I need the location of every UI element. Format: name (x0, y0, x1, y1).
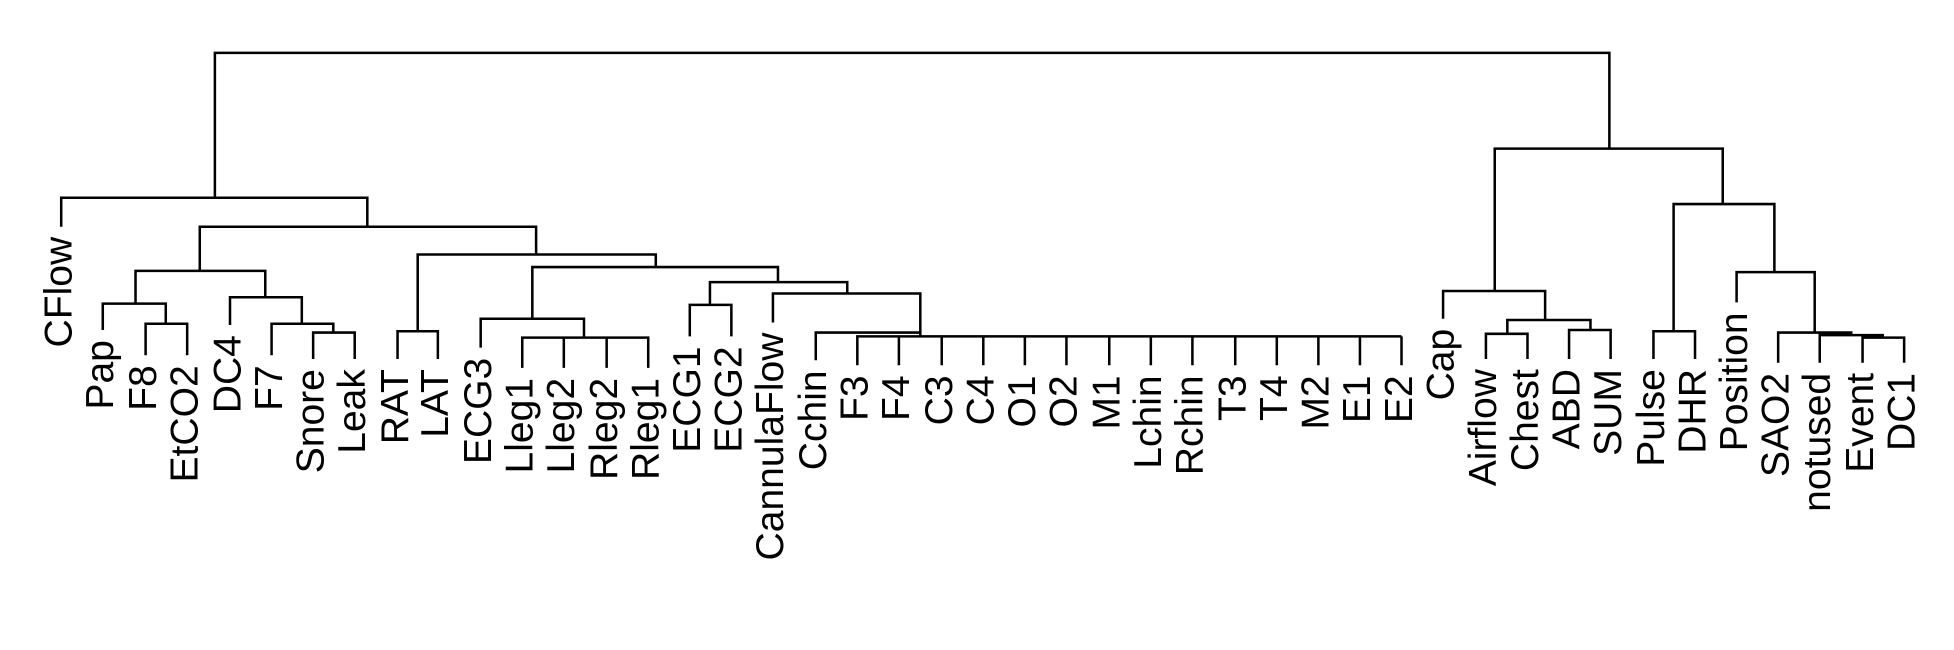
leaf-label: DC1 (1880, 373, 1923, 451)
leaf-label: ECG1 (666, 346, 709, 452)
leaf-label: Cap (1419, 329, 1462, 401)
leaf-label: O1 (1001, 375, 1044, 427)
leaf-label: M1 (1086, 375, 1129, 429)
leaf-label: DC4 (206, 335, 249, 413)
leaf-label: ECG2 (708, 346, 751, 452)
leaf-label: F7 (248, 365, 291, 411)
leg-branches (520, 336, 650, 368)
leaf-label: Cchin (792, 370, 835, 470)
leaf-label: LAT (414, 369, 457, 438)
leaf-label: F4 (875, 375, 918, 421)
chain-branches (814, 331, 1403, 366)
leaf-label: Lchin (1127, 375, 1170, 468)
leaf-label: C3 (918, 375, 961, 425)
leaf-label: Lleg1 (499, 378, 542, 474)
leaf-label: notused (1796, 373, 1839, 512)
branches (59, 51, 1906, 363)
leaf-label: Airflow (1462, 368, 1505, 486)
leaf-label: O2 (1043, 375, 1086, 427)
leaf-label: Rchin (1169, 375, 1212, 475)
leaf-label: SAO2 (1754, 373, 1797, 477)
leaf-label: Pulse (1630, 369, 1673, 467)
leaf-label: Leak (331, 369, 374, 454)
leaf-label: Rleg1 (625, 378, 668, 480)
leaf-label: E2 (1378, 375, 1421, 423)
leaf-label: EtCO2 (163, 365, 206, 482)
leaf-label: F8 (122, 365, 165, 411)
leaf-label: RAT (374, 369, 417, 444)
leaf-label: CannulaFlow (749, 332, 792, 561)
leaf-label: Chest (1504, 369, 1547, 471)
leaf-label: DHR (1671, 369, 1714, 454)
leaf-label: CFlow (38, 236, 81, 347)
leaf-label: Pap (79, 340, 122, 409)
leaf-label: ECG3 (457, 358, 500, 464)
leaf-label: T4 (1253, 375, 1296, 421)
leaf-label: ABD (1545, 369, 1588, 449)
leaf-label: E1 (1336, 375, 1379, 423)
leaf-label: Rleg2 (583, 378, 626, 480)
leaf-label: T3 (1212, 375, 1255, 421)
leaf-label: C4 (960, 375, 1003, 425)
leaf-label: M2 (1295, 375, 1338, 429)
leaf-label: Position (1713, 312, 1756, 451)
leaf-label: SUM (1587, 369, 1630, 456)
leaf-label: Event (1839, 373, 1882, 473)
leaf-label: Snore (289, 369, 332, 473)
leaf-label: F3 (834, 375, 877, 421)
leaf-label: Lleg2 (540, 378, 583, 474)
